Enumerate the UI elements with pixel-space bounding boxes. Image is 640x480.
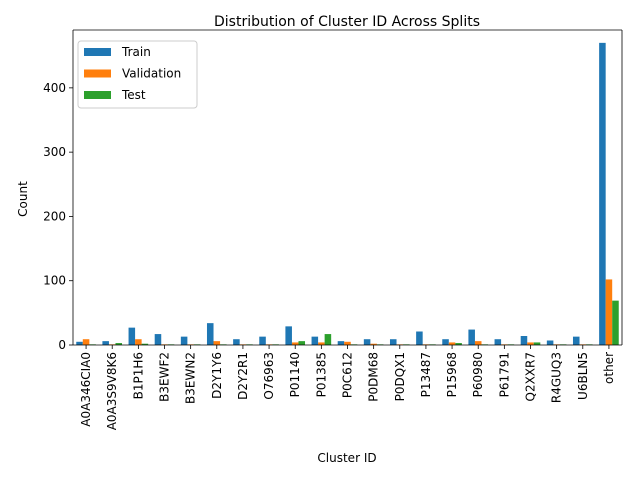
bar-test-p01140 xyxy=(298,341,306,345)
x-tick-label: P15968 xyxy=(445,352,459,397)
bar-train-b3ewf2 xyxy=(154,334,162,345)
bar-train-other xyxy=(599,42,606,346)
bar-validation-a0a346cia0 xyxy=(82,339,90,345)
bar-train-u6bln5 xyxy=(572,336,580,345)
x-tick-label: A0A3S9V8K6 xyxy=(105,352,119,430)
bar-train-a0a346cia0 xyxy=(76,341,83,345)
legend-label-train: Train xyxy=(121,45,151,59)
x-tick-label: P01385 xyxy=(314,352,328,397)
bar-test-a0a3s9v8k6 xyxy=(115,343,123,345)
x-tick-label: A0A346CIA0 xyxy=(79,352,93,427)
x-tick-label: P60980 xyxy=(471,352,485,397)
bar-train-p13487 xyxy=(416,331,423,345)
bar-test-p15968 xyxy=(455,343,462,345)
bar-train-p0dqx1 xyxy=(389,339,397,345)
bar-validation-p0c612 xyxy=(344,341,351,345)
bar-train-o76963 xyxy=(259,336,266,345)
x-tick-label: P0DM68 xyxy=(367,352,381,402)
y-tick-label: 0 xyxy=(58,338,66,352)
bar-validation-p0dm68 xyxy=(370,343,377,345)
plot-area: 0 100 200 300 400 A0A346CIA0 A0A3S9V8K6 B1P1H6 B… xyxy=(43,29,623,430)
x-tick-label: U6BLN5 xyxy=(576,352,590,400)
legend-label-validation: Validation xyxy=(122,67,181,81)
bar-train-p01385 xyxy=(311,336,319,345)
bar-train-p15968 xyxy=(442,339,449,345)
x-tick-label: O76963 xyxy=(262,352,276,400)
bar-train-b1p1h6 xyxy=(128,327,136,345)
bar-validation-other xyxy=(605,279,613,345)
x-tick-label: B3EWF2 xyxy=(158,352,172,402)
x-tick-label: P0C612 xyxy=(341,352,355,398)
y-tick-label: 300 xyxy=(43,145,66,159)
bar-train-p61791 xyxy=(494,339,502,345)
x-tick-label: B1P1H6 xyxy=(131,352,145,399)
bar-train-p0c612 xyxy=(337,341,345,345)
bar-train-r4guq3 xyxy=(546,340,554,345)
x-tick-label: P13487 xyxy=(419,352,433,397)
legend-label-test: Test xyxy=(121,88,146,102)
legend-swatch-validation xyxy=(84,69,111,78)
bar-validation-p01385 xyxy=(318,342,325,345)
bar-validation-b1p1h6 xyxy=(135,339,142,345)
bar-train-b3ewn2 xyxy=(180,336,188,345)
bar-validation-q2xxr7 xyxy=(527,342,534,345)
x-tick-label: P0DQX1 xyxy=(393,352,407,401)
bar-test-other xyxy=(612,300,619,345)
x-tick-label: P01140 xyxy=(288,352,302,397)
bar-validation-p01140 xyxy=(291,342,299,345)
bar-test-p01385 xyxy=(324,334,332,345)
x-tick-label: D2Y2R1 xyxy=(236,352,250,400)
y-tick-label: 200 xyxy=(43,209,66,223)
x-tick-label: R4GUQ3 xyxy=(550,352,564,403)
legend-swatch-test xyxy=(84,91,111,99)
x-axis-label: Cluster ID xyxy=(317,451,376,465)
y-tick-label: 400 xyxy=(43,81,66,95)
bar-validation-p15968 xyxy=(448,342,456,345)
bar-validation-d2y1y6 xyxy=(213,341,221,345)
bar-train-p01140 xyxy=(285,326,292,345)
bar-train-d2y2r1 xyxy=(233,339,240,345)
bar-train-p0dm68 xyxy=(363,339,371,345)
x-tick-label: D2Y1Y6 xyxy=(210,352,224,399)
x-tick-label: Q2XXR7 xyxy=(524,352,538,402)
bar-train-p60980 xyxy=(468,329,475,345)
chart-title: Distribution of Cluster ID Across Splits xyxy=(214,14,480,30)
bar-validation-p60980 xyxy=(474,341,482,345)
bar-test-b1p1h6 xyxy=(141,343,149,345)
x-tick-label: other xyxy=(602,352,616,384)
bar-train-q2xxr7 xyxy=(520,336,528,345)
bar-train-a0a3s9v8k6 xyxy=(102,341,109,345)
y-axis-label: Count xyxy=(16,181,30,217)
x-tick-label: P61791 xyxy=(497,352,511,397)
y-tick-label: 100 xyxy=(43,274,66,288)
bar-test-q2xxr7 xyxy=(533,342,541,345)
legend-swatch-train xyxy=(84,48,111,56)
bar-train-d2y1y6 xyxy=(206,323,214,345)
x-tick-label: B3EWN2 xyxy=(184,352,198,404)
